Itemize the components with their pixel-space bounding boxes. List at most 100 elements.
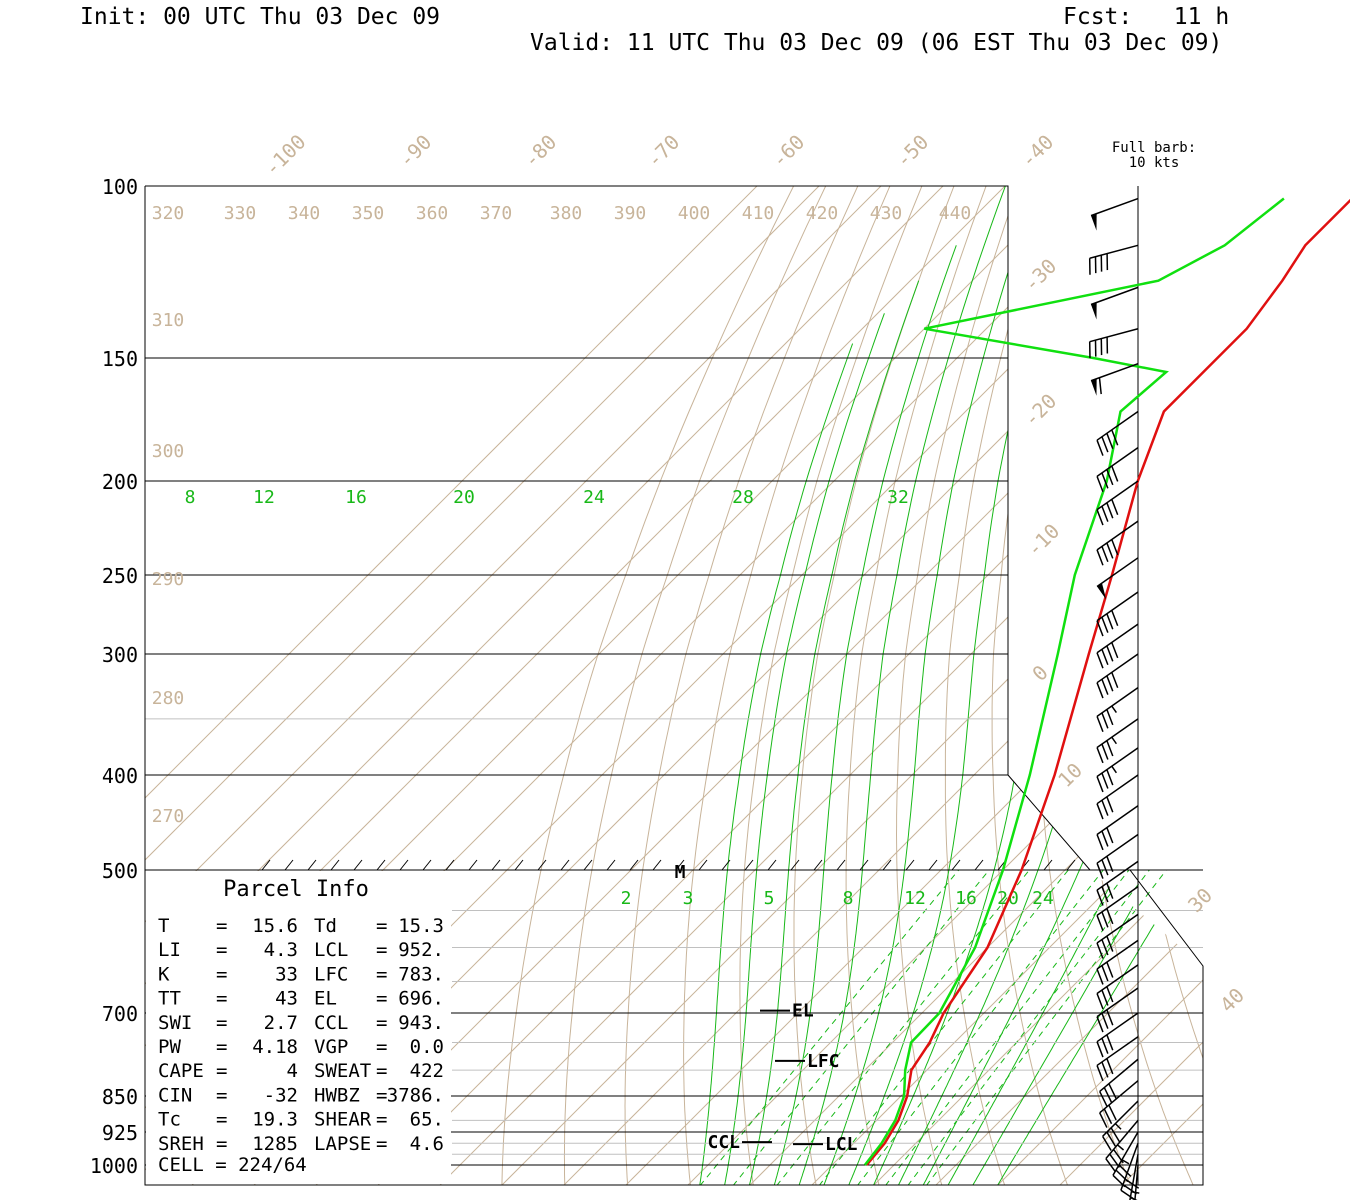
svg-text:=: = xyxy=(216,915,227,937)
isotherm-label: -20 xyxy=(1019,389,1062,432)
hash-mark xyxy=(859,859,869,871)
parcel-info-row: CIN = -32 HWBZ = 3786. xyxy=(158,1084,444,1106)
parcel-param-value: 3786. xyxy=(387,1084,444,1106)
moist-adiabat-label: 24 xyxy=(583,487,605,508)
svg-text:=: = xyxy=(376,1036,387,1058)
parcel-param-value: 783. xyxy=(398,963,444,985)
wind-barb xyxy=(1096,480,1139,526)
hash-mark xyxy=(698,859,708,871)
pressure-tick-label: 100 xyxy=(102,175,138,199)
parcel-info-title: Parcel Info xyxy=(223,877,369,902)
parcel-info-row: K = 33 LFC = 783. xyxy=(158,963,444,985)
wind-barb xyxy=(1096,557,1139,600)
svg-text:=: = xyxy=(216,988,227,1010)
theta-label: 330 xyxy=(224,203,257,224)
pressure-tick-label: 250 xyxy=(102,564,138,588)
mixing-ratio-label: 16 xyxy=(955,888,977,909)
hash-mark xyxy=(307,859,317,871)
isotherm-line xyxy=(357,186,1203,1185)
pressure-tick-label: 700 xyxy=(102,1002,138,1026)
moist-adiabat-line xyxy=(773,245,957,1185)
wind-barb xyxy=(1096,520,1139,566)
wind-barb xyxy=(1096,913,1139,959)
hash-mark xyxy=(1043,859,1053,871)
isotherm-line xyxy=(543,186,1203,1185)
parcel-param-value: 952. xyxy=(398,939,444,961)
theta-label: 340 xyxy=(288,203,321,224)
parcel-param-name: LCL xyxy=(314,939,348,961)
melting-level-marker: M xyxy=(675,862,686,883)
parcel-param-value: 1285 xyxy=(252,1133,298,1155)
moist-adiabat-line xyxy=(724,313,885,1185)
hash-mark xyxy=(767,859,777,871)
hash-mark xyxy=(514,859,524,871)
mixing-ratio-line xyxy=(907,870,1151,1185)
moist-adiabat-label: 8 xyxy=(185,487,196,508)
isotherm-line xyxy=(729,186,1203,1185)
temperature-profile xyxy=(865,198,1350,1166)
wind-barb xyxy=(1090,362,1139,396)
hash-mark xyxy=(606,859,616,871)
wind-barb xyxy=(1096,1012,1139,1058)
isotherm-label: -90 xyxy=(394,130,437,173)
init-time: Init: 00 UTC Thu 03 Dec 09 xyxy=(80,4,441,30)
dry-adiabat-line xyxy=(1208,186,1350,1186)
dry-adiabat-line xyxy=(793,186,955,1185)
parcel-param-name: PW xyxy=(158,1036,181,1058)
hash-mark xyxy=(675,859,685,871)
isotherm-line xyxy=(977,186,1203,1185)
isotherm-line xyxy=(145,186,853,1185)
hash-mark xyxy=(537,859,547,871)
parcel-param-name: CIN xyxy=(158,1084,192,1106)
isotherm-label: 30 xyxy=(1183,883,1217,917)
dry-adiabat-line xyxy=(624,186,859,1185)
hash-mark xyxy=(652,859,662,871)
theta-label: 350 xyxy=(352,203,385,224)
wind-barb xyxy=(1096,860,1139,906)
parcel-param-value: 2.7 xyxy=(264,1012,298,1034)
parcel-info-row: T = 15.6 Td = 15.3 xyxy=(158,915,444,937)
svg-text:=: = xyxy=(376,1084,387,1106)
dry-adiabat-line xyxy=(845,186,987,1185)
diagram-frame xyxy=(144,185,1204,1186)
hash-mark xyxy=(882,859,892,871)
level-markers: EL LFC CCL LCL M xyxy=(675,862,858,1155)
wind-barb xyxy=(1096,747,1139,793)
parcel-info-row: CAPE = 4 SWEAT = 422 xyxy=(158,1060,444,1082)
lcl-label: LCL xyxy=(825,1134,858,1155)
svg-text:=: = xyxy=(376,1133,387,1155)
theta-label: 410 xyxy=(742,203,775,224)
hash-mark xyxy=(491,859,501,871)
svg-text:=: = xyxy=(216,963,227,985)
mixing-ratio-label: 3 xyxy=(683,888,694,909)
hash-mark xyxy=(353,859,363,871)
moist-adiabat-label: 28 xyxy=(732,487,754,508)
el-label: EL xyxy=(792,1001,814,1022)
svg-text:=: = xyxy=(376,1012,387,1034)
dry-adiabat-line xyxy=(1124,186,1203,1185)
wind-barb xyxy=(1096,987,1139,1033)
moist-adiabat-line xyxy=(972,186,1203,1185)
parcel-param-value: 943. xyxy=(398,1012,444,1034)
svg-text:=: = xyxy=(376,1060,387,1082)
moist-adiabat-line xyxy=(848,186,1074,1185)
wind-barb xyxy=(1088,244,1139,275)
theta-label: 280 xyxy=(152,688,185,709)
parcel-param-value: 33 xyxy=(275,963,298,985)
svg-text:=: = xyxy=(376,988,387,1010)
moist-adiabat-label: 20 xyxy=(453,487,475,508)
hash-mark xyxy=(905,859,915,871)
pressure-tick-label: 400 xyxy=(102,764,138,788)
isotherm-line xyxy=(667,186,1203,1185)
wind-barb xyxy=(1096,964,1139,1010)
parcel-param-value: 422 xyxy=(410,1060,444,1082)
theta-label: 300 xyxy=(152,441,185,462)
barb-legend-line1: Full barb: xyxy=(1112,140,1196,156)
moist-adiabat-line xyxy=(823,186,1037,1185)
wind-barb xyxy=(1090,197,1139,231)
parcel-param-value: 65. xyxy=(410,1109,444,1131)
pressure-tick-label: 150 xyxy=(102,347,138,371)
wind-barb xyxy=(1096,687,1139,733)
parcel-param-name: K xyxy=(158,963,170,985)
hash-mark xyxy=(629,859,639,871)
